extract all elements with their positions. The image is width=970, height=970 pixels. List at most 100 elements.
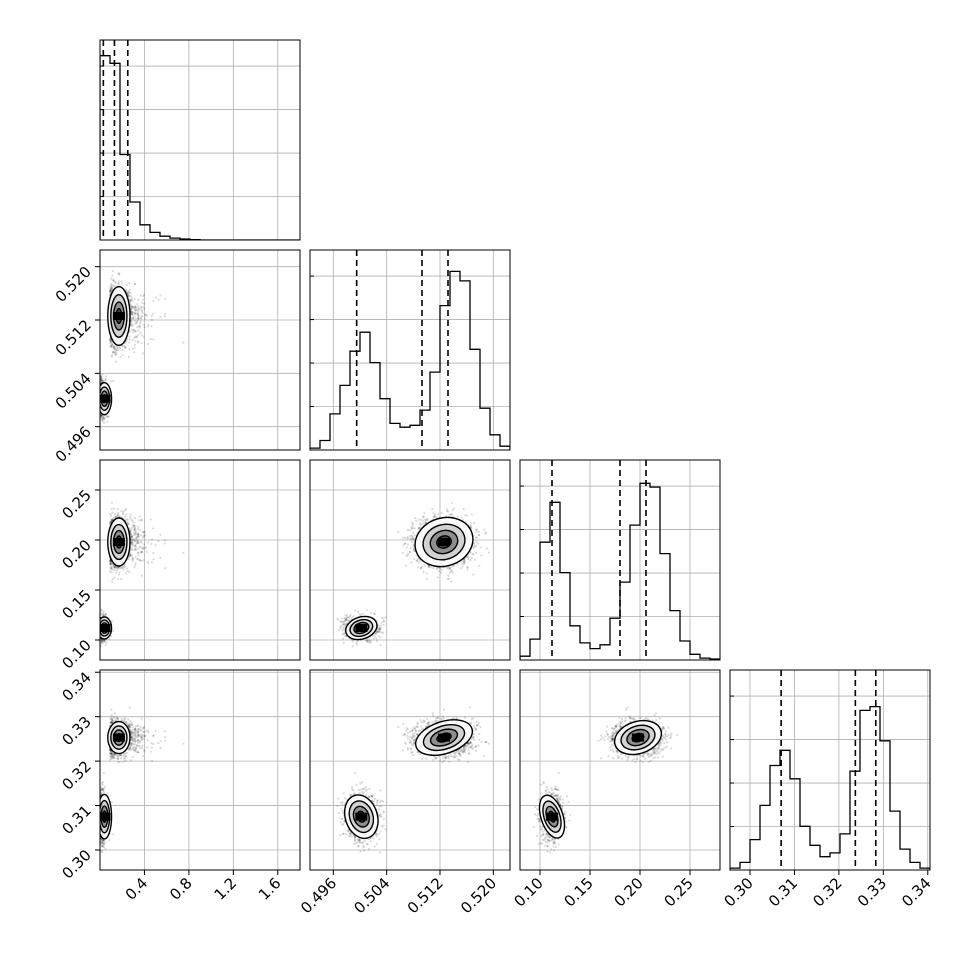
sample-point <box>137 329 140 332</box>
sample-point <box>120 280 123 283</box>
sample-point <box>111 580 114 583</box>
sample-point <box>131 557 135 561</box>
sample-point <box>117 272 121 275</box>
sample-point <box>109 341 112 344</box>
sample-point <box>117 578 120 581</box>
sample-point <box>117 282 120 285</box>
sample-point <box>182 341 185 344</box>
sample-point <box>101 419 104 423</box>
sample-point <box>102 639 106 642</box>
sample-point <box>147 323 150 326</box>
sample-point <box>117 280 120 283</box>
sample-point <box>102 614 105 617</box>
sample-point <box>131 305 134 308</box>
sample-point <box>138 545 141 548</box>
sample-point <box>131 317 134 320</box>
sample-point <box>136 303 139 306</box>
sample-point <box>108 638 111 641</box>
sample-point <box>103 379 106 382</box>
sample-point <box>121 348 124 352</box>
sample-point <box>113 568 116 571</box>
sample-point <box>109 520 112 523</box>
sample-point <box>121 566 124 569</box>
sample-point <box>133 528 136 531</box>
sample-point <box>130 535 133 539</box>
sample-point <box>119 567 122 570</box>
sample-point <box>109 560 112 563</box>
sample-point <box>124 507 128 511</box>
sample-point <box>130 534 134 537</box>
sample-point <box>129 517 132 520</box>
sample-point <box>126 569 129 573</box>
sample-point <box>130 313 133 316</box>
histogram-panel-0 <box>99 39 301 241</box>
sample-point <box>104 612 107 615</box>
sample-point <box>130 313 134 316</box>
sample-point <box>110 571 113 574</box>
sample-point <box>136 533 139 536</box>
sample-point <box>105 641 108 644</box>
sample-point <box>125 284 128 287</box>
sample-point <box>128 282 131 285</box>
sample-point <box>124 346 127 349</box>
sample-point <box>111 350 114 354</box>
sample-point <box>134 306 138 309</box>
sample-point <box>113 566 116 569</box>
sample-point <box>137 318 140 321</box>
sample-point <box>157 298 160 301</box>
sample-point <box>143 546 146 549</box>
sample-point <box>109 561 112 564</box>
sample-point <box>128 299 131 302</box>
sample-point <box>117 282 120 285</box>
sample-point <box>109 521 112 525</box>
sample-point <box>103 417 106 420</box>
sample-point <box>131 520 134 523</box>
sample-point <box>131 306 134 309</box>
sample-point <box>113 345 117 348</box>
sample-point <box>102 418 106 421</box>
sample-point <box>111 288 114 291</box>
sample-point <box>127 295 131 298</box>
panel-frame <box>99 249 301 451</box>
sample-point <box>147 562 150 565</box>
sample-point <box>118 346 122 350</box>
sample-point <box>141 547 144 550</box>
sample-point <box>157 540 160 543</box>
sample-point <box>142 548 145 551</box>
sample-point <box>110 344 113 348</box>
sample-point <box>133 538 136 541</box>
sample-point <box>100 379 104 382</box>
sample-point <box>145 314 148 317</box>
sample-point <box>133 525 136 528</box>
sample-point <box>100 379 103 382</box>
sample-point <box>132 524 135 528</box>
sample-point <box>116 347 120 350</box>
sample-point <box>101 641 104 645</box>
sample-point <box>109 559 112 563</box>
sample-point <box>114 280 117 283</box>
sample-point <box>100 613 103 616</box>
sample-point <box>109 566 112 569</box>
sample-point <box>146 342 150 346</box>
sample-point <box>113 565 116 568</box>
sample-point <box>137 305 140 308</box>
sample-point <box>100 376 103 380</box>
sample-point <box>112 284 116 287</box>
sample-point <box>110 355 113 358</box>
sample-point <box>132 329 135 332</box>
sample-point <box>145 313 148 316</box>
sample-point <box>132 524 136 527</box>
sample-point <box>100 379 103 382</box>
sample-point <box>114 516 117 519</box>
sample-point <box>130 527 133 531</box>
sample-point <box>131 324 134 327</box>
sample-point <box>131 339 135 342</box>
sample-point <box>115 515 118 519</box>
sample-point <box>134 527 137 530</box>
sample-point <box>141 315 144 318</box>
sample-point <box>159 294 162 297</box>
sample-point <box>152 527 155 530</box>
sample-point <box>110 565 113 568</box>
sample-point <box>131 313 134 316</box>
